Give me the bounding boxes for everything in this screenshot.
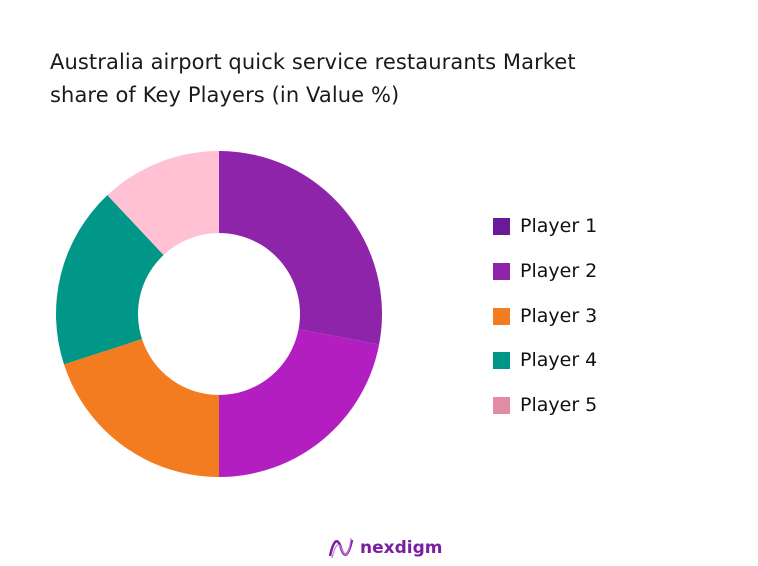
legend-label: Player 4: [520, 349, 598, 371]
legend-item-3: Player 3: [493, 305, 597, 327]
chart-title-line-2: share of Key Players (in Value %): [50, 83, 400, 107]
legend-item-1: Player 1: [493, 215, 597, 237]
donut-slice-3: [63, 339, 220, 477]
legend-label: Player 2: [520, 260, 598, 282]
legend-swatch: [493, 351, 510, 369]
brand-name: nexdigm: [360, 538, 443, 558]
legend-item-5: Player 5: [493, 394, 597, 416]
legend-swatch: [493, 307, 510, 325]
legend-label: Player 5: [520, 394, 598, 416]
donut-slice-2: [219, 329, 380, 477]
chart-title-line-1: Australia airport quick service restaura…: [50, 50, 576, 74]
legend-item-4: Player 4: [493, 349, 597, 371]
donut-slice-4: [56, 195, 164, 365]
nexdigm-logo-icon: [328, 537, 354, 559]
donut-slice-5: [107, 151, 219, 255]
legend-label: Player 3: [520, 305, 598, 327]
legend-swatch: [493, 217, 510, 235]
chart-title: Australia airport quick service restaura…: [50, 46, 576, 112]
legend-item-2: Player 2: [493, 260, 597, 282]
legend-swatch: [493, 396, 510, 414]
legend-label: Player 1: [520, 215, 598, 237]
nexdigm-logo: nexdigm: [328, 536, 442, 560]
donut-slice-1: [219, 151, 382, 345]
legend-swatch: [493, 262, 510, 280]
